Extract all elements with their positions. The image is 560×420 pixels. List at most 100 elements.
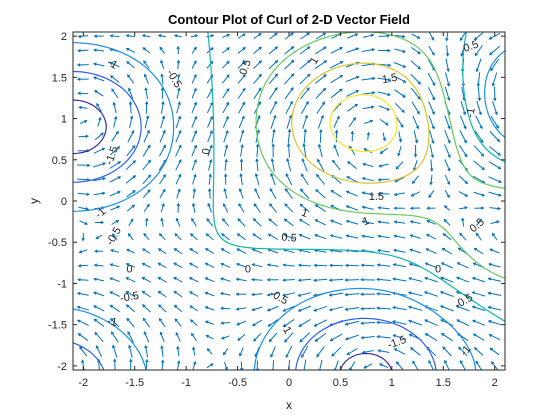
y-axis-ticks: -2-1.5-1-0.500.511.52 <box>48 31 505 373</box>
quiver-arrowhead <box>109 304 113 308</box>
quiver-arrowhead <box>162 174 166 178</box>
quiver-arrow <box>205 306 215 311</box>
quiver-arrow <box>191 74 197 84</box>
quiver-arrow <box>126 318 135 328</box>
contour-line-level <box>73 70 437 370</box>
quiver-arrow <box>345 334 359 340</box>
quiver-arrowhead <box>447 97 451 101</box>
x-tick-label: 1 <box>389 377 395 389</box>
quiver-arrowhead <box>301 158 305 162</box>
quiver-arrow <box>490 220 499 225</box>
quiver-arrowhead <box>328 308 333 312</box>
quiver-arrow <box>174 305 183 313</box>
quiver-arrow <box>207 348 213 355</box>
quiver-arrowhead <box>242 46 246 51</box>
quiver-arrow <box>442 346 452 357</box>
quiver-arrow <box>459 32 467 41</box>
quiver-arrow <box>301 345 309 358</box>
quiver-arrow <box>314 249 327 253</box>
quiver-arrow <box>206 88 213 99</box>
quiver-arrowhead <box>461 217 465 222</box>
quiver-arrowhead <box>210 47 214 51</box>
contour-line-level <box>255 32 505 280</box>
quiver-arrowhead <box>480 139 484 144</box>
quiver-arrowhead <box>344 292 349 297</box>
quiver-arrow <box>253 333 262 342</box>
quiver-arrowhead <box>130 218 134 222</box>
quiver-arrowhead <box>319 128 323 133</box>
quiver-arrowhead <box>86 163 91 167</box>
quiver-arrowhead <box>112 344 116 349</box>
quiver-arrow <box>458 346 468 357</box>
quiver-arrowhead <box>426 206 430 210</box>
y-tick-label: -1.5 <box>48 320 67 332</box>
quiver-arrow <box>109 191 121 197</box>
quiver-arrow <box>490 347 500 356</box>
quiver-arrowhead <box>175 217 179 222</box>
quiver-arrowhead <box>147 144 151 149</box>
quiver-arrowhead <box>220 321 224 325</box>
quiver-arrowhead <box>101 147 106 151</box>
quiver-arrowhead <box>314 204 319 208</box>
quiver-arrow <box>173 277 183 283</box>
quiver-arrow <box>317 159 325 172</box>
quiver-arrowhead <box>409 234 414 238</box>
quiver-arrowhead <box>456 276 460 280</box>
y-tick-label: -2 <box>57 361 67 373</box>
quiver-arrow <box>393 263 407 268</box>
contour-label: -1 <box>106 315 118 329</box>
quiver-arrow <box>191 102 197 114</box>
quiver-arrowhead <box>387 63 392 67</box>
quiver-arrowhead <box>210 363 214 367</box>
quiver-arrowhead <box>176 45 180 50</box>
quiver-arrow <box>314 278 328 281</box>
quiver-arrowhead <box>352 117 357 121</box>
quiver-arrowhead <box>176 59 181 64</box>
quiver-arrow <box>256 159 259 172</box>
quiver-arrowhead <box>273 100 277 105</box>
quiver-arrowhead <box>240 143 244 148</box>
quiver-arrow <box>77 306 89 311</box>
quiver-arrow <box>300 173 309 186</box>
contour-label: -0.5 <box>268 287 290 307</box>
quiver-arrow <box>345 320 360 325</box>
quiver-arrowhead <box>487 320 492 324</box>
quiver-arrow <box>313 305 328 312</box>
quiver-arrowhead <box>144 344 148 349</box>
quiver-arrowhead <box>81 237 85 242</box>
quiver-arrow <box>161 74 164 85</box>
quiver-arrow <box>361 77 375 81</box>
x-tick-label: 0 <box>286 377 292 389</box>
quiver-arrow <box>427 220 436 225</box>
quiver-arrow <box>363 120 373 125</box>
quiver-arrowhead <box>193 73 197 78</box>
quiver-arrowhead <box>339 74 344 79</box>
quiver-arrow <box>459 232 467 241</box>
quiver-arrowhead <box>446 194 450 199</box>
quiver-arrowhead <box>205 334 209 338</box>
quiver-arrow <box>424 319 438 327</box>
quiver-arrow <box>252 233 262 241</box>
quiver-arrowhead <box>219 292 224 296</box>
quiver-arrowhead <box>477 97 482 102</box>
quiver-arrow <box>461 86 465 101</box>
quiver-arrowhead <box>289 100 293 105</box>
quiver-arrow <box>175 130 182 143</box>
quiver-arrow <box>362 206 374 210</box>
quiver-arrow <box>490 58 500 71</box>
quiver-arrowhead <box>287 128 292 133</box>
quiver-arrow <box>175 116 181 128</box>
quiver-arrow <box>94 90 104 97</box>
quiver-arrow <box>345 307 360 311</box>
quiver-arrowhead <box>93 305 97 309</box>
quiver-arrow <box>377 293 391 296</box>
quiver-arrow <box>378 35 390 37</box>
quiver-arrowhead <box>102 162 106 166</box>
quiver-arrowhead <box>387 48 391 53</box>
quiver-arrowhead <box>447 168 451 172</box>
quiver-arrow <box>425 333 438 342</box>
quiver-arrow <box>222 47 230 54</box>
quiver-arrow <box>142 34 151 38</box>
quiver-arrowhead <box>475 232 479 236</box>
quiver-arrowhead <box>298 233 303 238</box>
